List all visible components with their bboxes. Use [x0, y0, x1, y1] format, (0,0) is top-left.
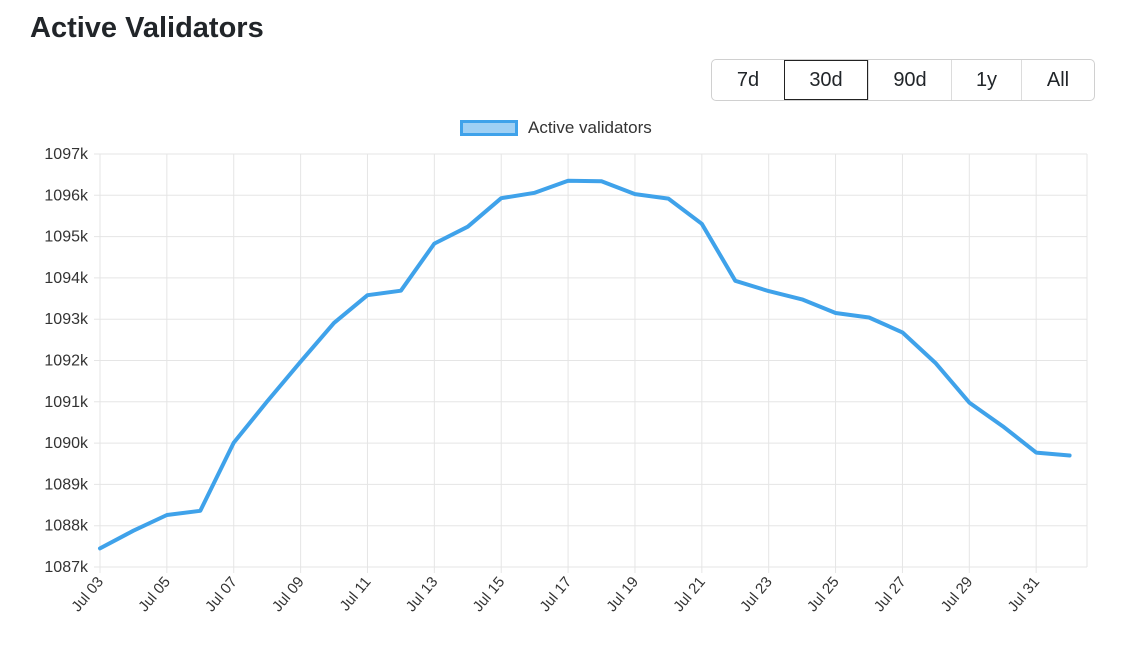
- y-tick-label: 1088k: [44, 518, 89, 535]
- data-point: [867, 316, 871, 320]
- y-tick-label: 1089k: [44, 476, 89, 493]
- data-point: [131, 529, 135, 533]
- data-point: [834, 311, 838, 315]
- x-tick-label: Jul 29: [938, 574, 977, 616]
- chart-legend[interactable]: Active validators: [460, 118, 652, 138]
- range-1y-button[interactable]: 1y: [951, 60, 1021, 100]
- data-point: [1034, 451, 1038, 455]
- data-point: [432, 242, 436, 246]
- x-tick-label: Jul 09: [269, 574, 308, 616]
- data-point: [98, 546, 102, 550]
- range-7d-button[interactable]: 7d: [712, 60, 784, 100]
- x-tick-label: Jul 25: [804, 574, 843, 616]
- y-tick-label: 1093k: [44, 311, 89, 328]
- y-tick-label: 1095k: [44, 229, 89, 246]
- axes: 1087k 1088k 1089k 1090k 1091k 1092k 1093k 1094k…: [44, 146, 1043, 615]
- data-point: [299, 360, 303, 364]
- x-tick-label: Jul 03: [68, 574, 107, 616]
- data-point: [533, 191, 537, 195]
- data-point: [633, 192, 637, 196]
- range-all-button[interactable]: All: [1021, 60, 1094, 100]
- data-point: [600, 179, 604, 183]
- y-tick-label: 1094k: [44, 270, 89, 287]
- data-point: [365, 293, 369, 297]
- series-line-active-validators: [98, 178, 1072, 551]
- data-point: [800, 297, 804, 301]
- x-tick-label: Jul 23: [737, 574, 776, 616]
- x-tick-label: Jul 19: [603, 574, 642, 616]
- data-point: [499, 196, 503, 200]
- data-point: [934, 361, 938, 365]
- data-point: [967, 401, 971, 405]
- data-point: [700, 222, 704, 226]
- y-tick-label: 1087k: [44, 559, 89, 576]
- range-30d-button[interactable]: 30d: [784, 60, 868, 100]
- x-tick-label: Jul 31: [1004, 574, 1043, 616]
- y-tick-label: 1092k: [44, 353, 89, 370]
- data-point: [232, 441, 236, 445]
- data-point: [265, 399, 269, 403]
- x-tick-label: Jul 21: [670, 574, 709, 616]
- data-point: [1068, 453, 1072, 457]
- y-tick-label: 1097k: [44, 146, 89, 163]
- data-point: [1001, 424, 1005, 428]
- data-point: [566, 179, 570, 183]
- x-tick-label: Jul 15: [470, 574, 509, 616]
- series: [98, 178, 1072, 551]
- y-tick-label: 1096k: [44, 187, 89, 204]
- legend-swatch: [460, 120, 518, 136]
- grid: [94, 153, 1088, 573]
- y-tick-label: 1091k: [44, 394, 89, 411]
- data-point: [332, 321, 336, 325]
- data-point: [767, 289, 771, 293]
- data-point: [165, 513, 169, 517]
- range-90d-button[interactable]: 90d: [868, 60, 951, 100]
- data-point: [198, 509, 202, 513]
- data-point: [466, 225, 470, 229]
- x-tick-label: Jul 13: [403, 574, 442, 616]
- data-point: [666, 197, 670, 201]
- x-tick-label: Jul 11: [337, 574, 375, 615]
- data-point: [399, 289, 403, 293]
- x-tick-label: Jul 07: [202, 574, 241, 616]
- time-range-selector: 7d 30d 90d 1y All: [711, 59, 1095, 101]
- page-title: Active Validators: [30, 12, 264, 44]
- data-point: [733, 279, 737, 283]
- legend-label: Active validators: [528, 118, 652, 137]
- x-tick-label: Jul 27: [871, 574, 910, 616]
- x-tick-label: Jul 17: [536, 574, 575, 616]
- x-tick-label: Jul 05: [135, 574, 174, 616]
- data-point: [900, 330, 904, 334]
- y-tick-label: 1090k: [44, 435, 89, 452]
